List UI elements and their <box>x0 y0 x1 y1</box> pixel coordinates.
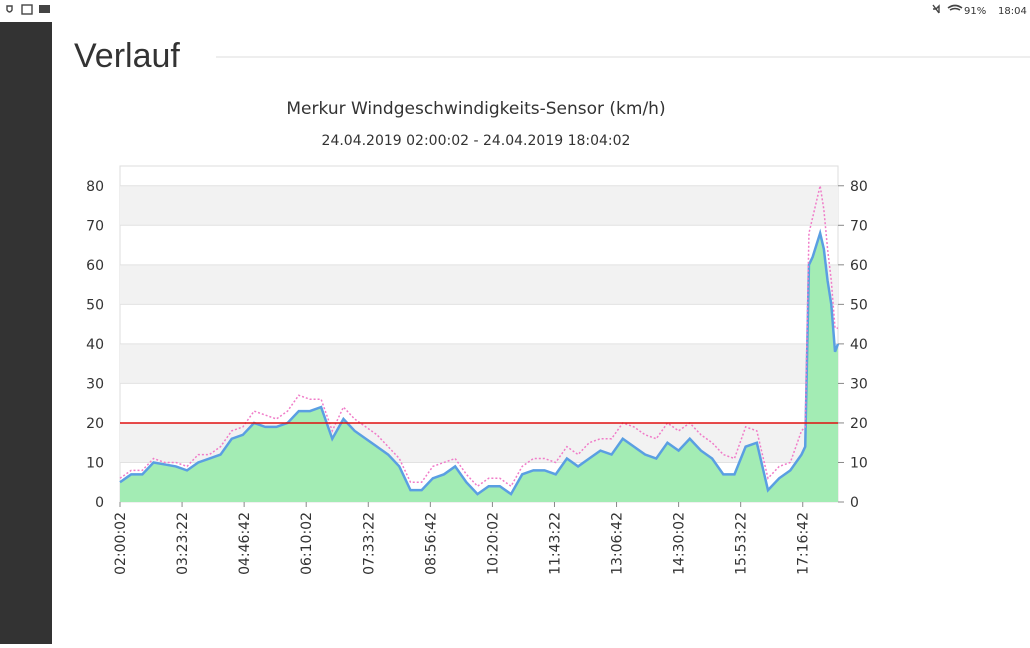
y-tick-label: 10 <box>86 455 104 471</box>
y2-tick-label: 0 <box>850 495 859 511</box>
x-tick-label: 10:20:02 <box>485 512 501 575</box>
x-tick-label: 07:33:22 <box>361 512 377 575</box>
image-icon <box>21 4 33 15</box>
battery: 91% <box>964 6 986 17</box>
chart-title: Merkur Windgeschwindigkeits-Sensor (km/h… <box>286 99 665 119</box>
y2-tick-label: 80 <box>850 179 868 195</box>
y-tick-label: 50 <box>86 297 104 313</box>
y-tick-label: 60 <box>86 258 104 274</box>
area <box>120 233 838 502</box>
y2-tick-label: 40 <box>850 337 868 353</box>
status-bar <box>0 0 1030 22</box>
x-tick-label: 14:30:02 <box>672 512 688 575</box>
x-tick-label: 17:16:42 <box>796 512 812 575</box>
y-tick-label: 20 <box>86 416 104 432</box>
heading: Verlauf <box>74 37 180 75</box>
x-tick-label: 08:56:42 <box>423 512 439 575</box>
y-tick-label: 70 <box>86 218 104 234</box>
plot: 0 0 10 10 20 20 30 30 40 40 50 50 60 60 70 70 80 80 02:00:… <box>86 165 868 575</box>
y-tick-label: 0 <box>95 495 104 511</box>
y-tick-label: 80 <box>86 179 104 195</box>
x-tick-label: 02:00:02 <box>113 512 129 575</box>
y2-tick-label: 50 <box>850 297 868 313</box>
gust-line <box>119 185 838 488</box>
y2-tick-label: 10 <box>850 455 868 471</box>
shield-icon <box>6 5 13 13</box>
clock: 18:04 <box>998 6 1027 17</box>
mute-icon <box>932 4 940 14</box>
x-tick-label: 11:43:22 <box>547 512 563 575</box>
chart-subtitle: 24.04.2019 02:00:02 - 24.04.2019 18:04:0… <box>322 133 631 149</box>
wind-line <box>119 228 840 496</box>
grid-band <box>120 185 838 226</box>
wifi-icon <box>947 4 963 11</box>
x-tick-label: 06:10:02 <box>299 512 315 575</box>
y2-tick-label: 70 <box>850 218 868 234</box>
y-tick-label: 40 <box>86 337 104 353</box>
grid-band <box>120 343 838 384</box>
x-tick-label: 13:06:42 <box>610 512 626 575</box>
x-tick-label: 15:53:22 <box>734 512 750 575</box>
y2-tick-label: 60 <box>850 258 868 274</box>
x-tick-label: 04:46:42 <box>237 512 253 575</box>
grid-band <box>120 264 838 305</box>
y2-tick-label: 30 <box>850 376 868 392</box>
x-tick-label: 03:23:22 <box>175 512 191 575</box>
y2-tick-label: 20 <box>850 416 868 432</box>
sidebar <box>0 22 52 644</box>
mail-icon <box>39 5 50 13</box>
y-tick-label: 30 <box>86 376 104 392</box>
